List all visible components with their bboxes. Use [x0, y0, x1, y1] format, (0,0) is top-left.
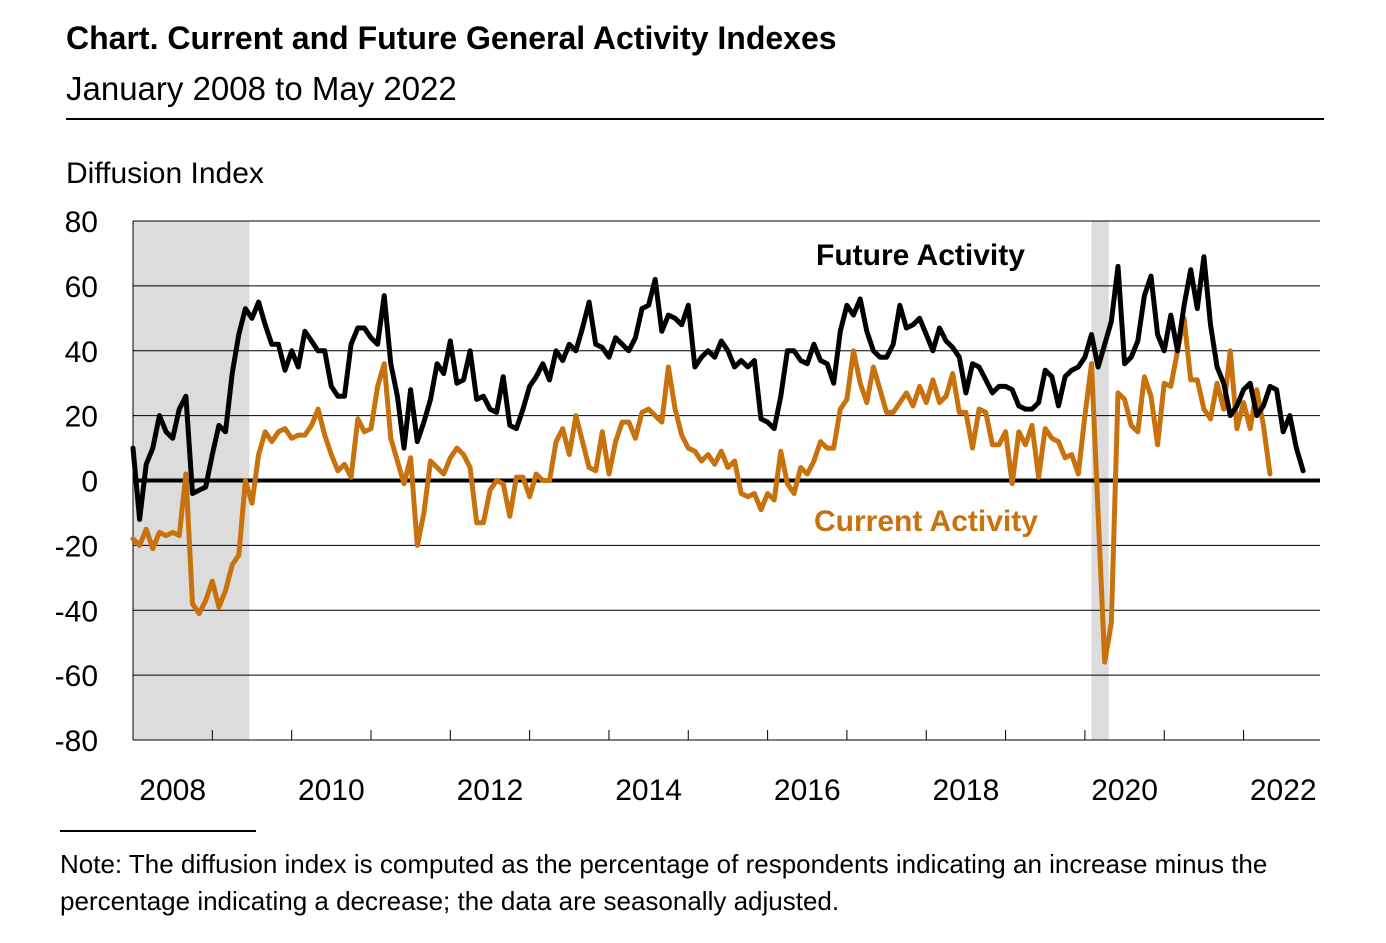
future-activity-label: Future Activity — [816, 239, 1025, 272]
y-tick-label: 20 — [65, 401, 98, 434]
chart-title: Chart. Current and Future General Activi… — [66, 20, 837, 56]
y-tick-labels: 80 60 40 20 0 -20 -40 -60 -80 — [55, 206, 98, 758]
note-divider — [60, 830, 256, 832]
y-tick-label: -40 — [55, 595, 98, 628]
x-tick-label: 2008 — [139, 774, 206, 807]
x-tick-label: 2018 — [933, 774, 1000, 807]
chart-subtitle: January 2008 to May 2022 — [66, 70, 457, 107]
y-tick-label: 40 — [65, 336, 98, 369]
x-tick-label: 2022 — [1250, 774, 1317, 807]
y-tick-label: -80 — [55, 725, 98, 758]
footnote: Note: The diffusion index is computed as… — [60, 849, 1268, 916]
current-activity-label: Current Activity — [814, 505, 1038, 538]
future-activity-line — [130, 254, 1306, 522]
y-axis-label: Diffusion Index — [66, 157, 264, 190]
x-tick-label: 2016 — [774, 774, 841, 807]
title-divider — [66, 118, 1324, 120]
y-tick-label: 60 — [65, 271, 98, 304]
x-tick-label: 2010 — [298, 774, 365, 807]
x-tick-labels: 2008 2010 2012 2014 2016 2018 2020 2022 — [132, 730, 1317, 807]
x-tick-label: 2020 — [1091, 774, 1158, 807]
y-tick-label: 0 — [81, 466, 98, 499]
y-tick-label: -20 — [55, 530, 98, 563]
x-tick-label: 2012 — [457, 774, 524, 807]
y-tick-label: -60 — [55, 660, 98, 693]
current-activity-line — [130, 315, 1273, 665]
x-tick-label: 2014 — [615, 774, 682, 807]
y-tick-label: 80 — [65, 206, 98, 239]
series-lines — [130, 254, 1306, 665]
